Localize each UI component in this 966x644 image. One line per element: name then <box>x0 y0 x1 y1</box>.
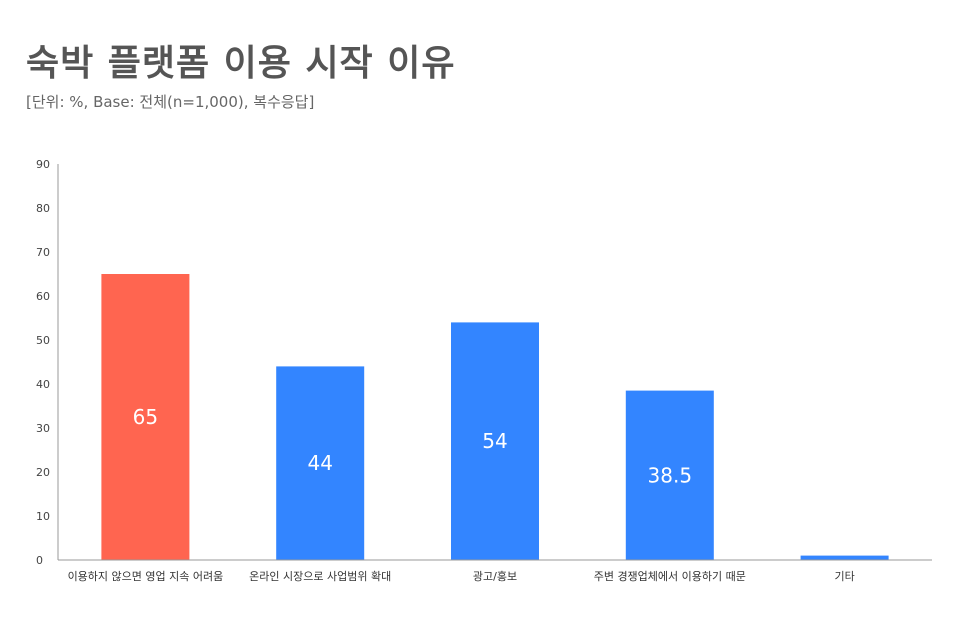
chart-title: 숙박 플랫폼 이용 시작 이유 <box>26 43 456 84</box>
x-category-label: 이용하지 않으면 영업 지속 어려움 <box>68 569 224 583</box>
y-tick-label: 50 <box>36 334 50 347</box>
y-tick-label: 40 <box>36 378 50 391</box>
x-category-label: 주변 경쟁업체에서 이용하기 때문 <box>594 569 746 583</box>
bar <box>276 366 365 560</box>
y-tick-label: 70 <box>36 246 50 259</box>
y-tick-label: 60 <box>36 290 50 303</box>
x-category-label: 기타 <box>834 570 854 583</box>
x-category-label: 광고/홍보 <box>473 569 517 583</box>
bar-data-label: 44 <box>307 451 332 475</box>
y-tick-label: 30 <box>36 422 50 435</box>
bar <box>800 555 889 560</box>
y-tick-label: 10 <box>36 510 50 523</box>
chart-subtitle: [단위: %, Base: 전체(n=1,000), 복수응답] <box>26 93 315 111</box>
bar <box>625 390 714 560</box>
y-tick-label: 80 <box>36 202 50 215</box>
y-tick-label: 20 <box>36 466 50 479</box>
bars: 65 44 54 38.5 <box>101 274 889 560</box>
y-tick-label: 90 <box>36 158 50 171</box>
bar-data-label: 65 <box>133 405 158 429</box>
y-tick-label: 0 <box>36 554 43 567</box>
bar-data-label: 38.5 <box>648 463 693 487</box>
y-axis: 0 10 20 30 40 50 60 70 80 90 <box>36 158 59 567</box>
bar-data-label: 54 <box>482 429 507 453</box>
bar <box>101 274 190 560</box>
x-axis: 이용하지 않으면 영업 지속 어려움 온라인 시장으로 사업범위 확대 광고/홍보 주… <box>58 559 932 583</box>
bar <box>451 322 539 560</box>
x-category-label: 온라인 시장으로 사업범위 확대 <box>249 570 391 583</box>
